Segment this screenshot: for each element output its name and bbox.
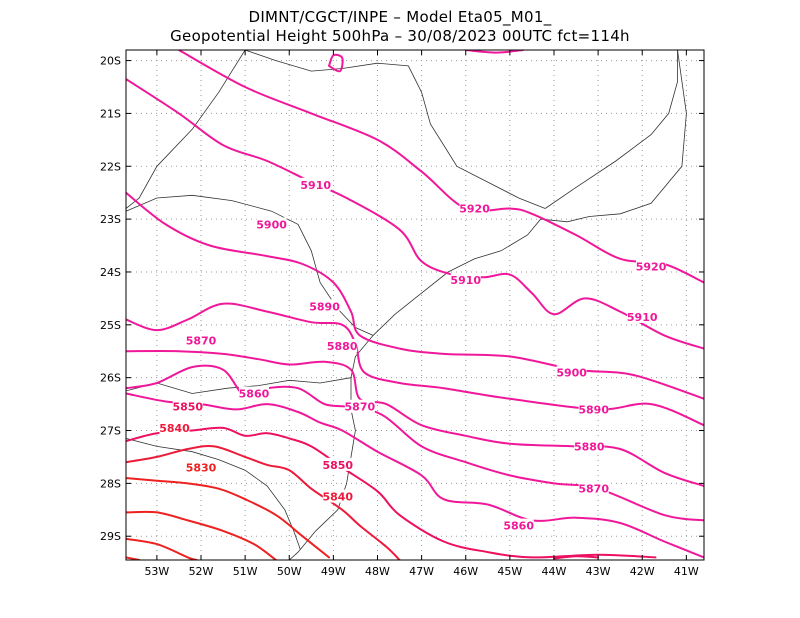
border-mg-sp [244, 50, 546, 209]
contour-label-5830: 5830 [186, 462, 217, 475]
contour-label-bg [322, 489, 353, 503]
coastline [289, 50, 687, 560]
contour-label-5870: 5870 [186, 335, 217, 348]
lon-tick-label: 52W [189, 565, 214, 578]
contour-5860 [126, 392, 704, 559]
contour-5840 [126, 445, 401, 560]
contour-5920 [328, 53, 344, 73]
contour-label-bg [186, 460, 217, 474]
lat-tick-label: 28S [100, 477, 121, 490]
contour-5850 [553, 555, 600, 560]
contour-label-5920: 5920 [459, 203, 490, 216]
contour-label-bg [459, 201, 490, 215]
contour-label-5840: 5840 [322, 491, 353, 504]
contour-label-bg [578, 481, 609, 495]
contour-label-5860: 5860 [239, 388, 270, 401]
contour-label-bg [159, 420, 190, 434]
plot-frame [125, 49, 705, 561]
lon-tick-label: 49W [321, 565, 346, 578]
border-mg-rj [544, 50, 678, 209]
border-ms-sp [126, 50, 246, 209]
lon-tick-label: 47W [409, 565, 434, 578]
lon-tick-label: 42W [630, 565, 655, 578]
contour-label-5880: 5880 [327, 340, 358, 353]
border-sc-rs [126, 438, 301, 550]
lat-tick-label: 26S [100, 372, 121, 385]
lat-tick-label: 22S [100, 160, 121, 173]
lat-tick-label: 20S [100, 55, 121, 68]
contour-label-5910: 5910 [450, 274, 481, 287]
contour-label-5860: 5860 [503, 520, 534, 533]
contour-5830 [126, 477, 330, 559]
contour-label-5900: 5900 [556, 366, 587, 379]
contour-labels: 5920 5920 5910 5910 5910 5900 5900 5890 5890 5880… [159, 177, 667, 533]
contour-label-bg [636, 259, 667, 273]
lat-tick-label: 27S [100, 425, 121, 438]
lon-tick-label: 41W [674, 565, 699, 578]
contour-label-5890: 5890 [309, 300, 340, 313]
contour-label-bg [556, 365, 587, 379]
border-sp-pr [126, 194, 374, 336]
contour-label-bg [186, 333, 217, 347]
contour-5900 [126, 191, 704, 400]
lon-tick-label: 48W [365, 565, 390, 578]
contour-label-bg [238, 386, 269, 400]
lon-tick-label: 51W [233, 565, 258, 578]
contour-label-5870: 5870 [345, 401, 376, 414]
contour-label-5880: 5880 [574, 440, 605, 453]
contour-label-bg [574, 439, 605, 453]
lat-tick-label: 21S [100, 107, 121, 120]
lon-tick-label: 45W [497, 565, 522, 578]
height-contours [126, 50, 704, 560]
contour-5810 [126, 537, 198, 560]
contour-label-5890: 5890 [578, 403, 609, 416]
contour-label-5850: 5850 [172, 401, 203, 414]
contour-label-bg [578, 402, 609, 416]
contour-label-bg [256, 217, 287, 231]
contour-label-5850: 5850 [322, 459, 353, 472]
lon-tick-label: 50W [277, 565, 302, 578]
lat-tick-label: 24S [100, 266, 121, 279]
chart-title-line2: Geopotential Height 500hPa – 30/08/2023 … [170, 27, 630, 45]
contour-label-bg [627, 309, 658, 323]
lon-tick-label: 46W [453, 565, 478, 578]
lat-tick-label: 23S [100, 213, 121, 226]
contour-label-5920: 5920 [636, 261, 667, 274]
contour-5930 [464, 50, 525, 54]
graticule-grid [126, 50, 704, 560]
contour-5870 [126, 364, 704, 522]
contour-label-bg [322, 457, 353, 471]
contour-label-bg [309, 299, 340, 313]
contour-label-5870: 5870 [578, 483, 609, 496]
contour-label-5900: 5900 [256, 218, 287, 231]
lon-tick-label: 43W [586, 565, 611, 578]
contour-label-bg [300, 177, 331, 191]
contour-label-5910: 5910 [627, 311, 658, 324]
lat-tick-label: 25S [100, 319, 121, 332]
contour-label-bg [344, 399, 375, 413]
contour-5850 [126, 426, 657, 559]
axis-ticks: 53W 52W 51W 50W 49W 48W 47W 46W 45W 44W 43W 42W 41W 2… [100, 50, 704, 578]
contour-label-bg [172, 399, 203, 413]
contour-label-bg [327, 338, 358, 352]
contour-label-bg [503, 518, 534, 532]
lon-tick-label: 44W [542, 565, 567, 578]
lat-tick-label: 29S [100, 530, 121, 543]
chart-title-line1: DIMNT/CGCT/INPE – Model Eta05_M01_ [248, 8, 552, 26]
contour-label-5910: 5910 [300, 179, 331, 192]
contour-label-5840: 5840 [159, 422, 190, 435]
contour-label-bg [450, 272, 481, 286]
contour-5820 [126, 510, 277, 560]
lon-tick-label: 53W [144, 565, 169, 578]
